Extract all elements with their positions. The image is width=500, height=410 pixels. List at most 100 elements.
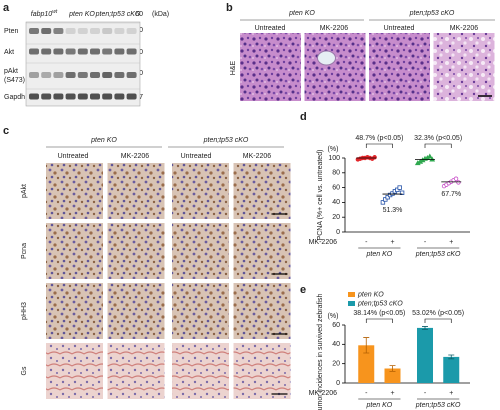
legend-swatch <box>348 292 355 297</box>
treatment-label: Untreated <box>181 153 212 160</box>
legend-swatch <box>348 301 355 306</box>
blot-band <box>126 28 137 34</box>
histology-image <box>172 343 229 399</box>
blot-column: fabp10wt <box>31 9 58 18</box>
blot-row: Gapdh <box>4 94 25 101</box>
blot-row: pAkt <box>4 68 18 75</box>
panel-label: d <box>300 111 307 123</box>
blot-band <box>29 72 39 78</box>
bar <box>417 327 433 383</box>
blot-band <box>90 93 100 100</box>
blot-band <box>126 93 137 100</box>
histology-image <box>240 33 301 101</box>
data-point <box>399 190 405 195</box>
y-tick-label: 20 <box>332 214 340 221</box>
blot-band <box>29 93 39 100</box>
histology-image <box>107 163 165 219</box>
row-label: Pcna <box>21 243 28 259</box>
histology-image <box>172 283 229 339</box>
y-tick-label: 60 <box>332 322 340 329</box>
row-label: pAkt <box>21 184 28 198</box>
panel-label: b <box>226 2 233 14</box>
data-point <box>380 200 386 205</box>
row-label: H&E <box>230 60 237 75</box>
treatment-label: MK-2206 <box>450 25 479 32</box>
y-tick-label: 0 <box>336 380 340 387</box>
histology-image <box>233 163 291 219</box>
x-tick-label: - <box>424 390 427 397</box>
treatment-label: Untreated <box>384 25 415 32</box>
blot-band <box>41 93 52 100</box>
group-label: pten;tp53 cKO <box>409 10 455 17</box>
histology-image <box>369 33 430 101</box>
data-point <box>395 187 400 193</box>
blot-band <box>102 28 113 34</box>
treatment-label: MK-2206 <box>320 25 349 32</box>
panel-label: e <box>300 284 306 296</box>
histology-image <box>107 223 165 279</box>
error-bar <box>448 354 455 360</box>
histology-image <box>304 33 366 101</box>
annotation: 48.7% (p<0.05) <box>355 135 403 142</box>
y-tick-label: 0 <box>336 229 340 236</box>
blot-row: Akt <box>4 49 14 56</box>
blot-band <box>126 72 137 78</box>
x-tick-label: + <box>449 239 453 246</box>
mean-label: 51.3% <box>383 207 403 214</box>
blot-band <box>65 93 76 100</box>
group-label: pten;tp53 cKO <box>415 251 461 258</box>
treatment-label: MK-2206 <box>243 153 272 160</box>
blot-band <box>114 28 125 34</box>
histology-image <box>433 33 495 101</box>
significance-bracket <box>365 143 393 148</box>
histology-image <box>233 283 291 339</box>
error-bar <box>389 365 396 372</box>
treatment-label: MK-2206 <box>121 153 150 160</box>
histology-image <box>107 343 165 399</box>
blot-band <box>65 72 76 78</box>
x-tick-label: + <box>390 239 394 246</box>
blot-column: pten KO <box>68 11 95 18</box>
blot-band <box>65 28 76 34</box>
blot-band <box>90 72 100 78</box>
y-axis-label: Tumor incidences in survived zebrafish <box>317 294 324 410</box>
histology-image <box>233 343 291 399</box>
blot-band <box>114 48 125 55</box>
group-label: pten KO <box>90 137 117 144</box>
data-point <box>385 195 390 200</box>
data-point <box>390 191 395 196</box>
blot-row: Pten <box>4 28 19 35</box>
y-unit: (%) <box>328 146 339 153</box>
bar <box>384 368 401 383</box>
blot-band <box>77 72 88 78</box>
blot-band <box>90 48 100 55</box>
x-axis-label: MK-2206 <box>309 390 338 397</box>
error-bar <box>363 337 370 354</box>
group-label: pten KO <box>288 10 315 17</box>
histology-image <box>46 343 103 399</box>
group-label: pten;tp53 cKO <box>415 402 461 409</box>
data-point <box>397 185 402 190</box>
y-tick-label: 20 <box>332 361 340 368</box>
blot-band <box>102 72 113 78</box>
annotation: 38.14% (p<0.05) <box>353 310 405 317</box>
data-point <box>383 197 388 202</box>
y-tick-label: 40 <box>332 341 340 348</box>
annotation: 32.3% (p<0.05) <box>414 135 462 142</box>
blot-image <box>25 21 141 107</box>
significance-bracket <box>365 318 393 323</box>
blot-band <box>53 93 64 100</box>
significance-bracket <box>424 318 452 323</box>
data-point <box>453 176 459 181</box>
blot-background <box>25 21 141 107</box>
histology-image <box>46 283 103 339</box>
data-point <box>372 155 377 160</box>
x-tick-label: - <box>365 390 368 397</box>
blot-band <box>65 48 76 55</box>
blot-band <box>90 28 100 34</box>
x-tick-label: - <box>424 239 427 246</box>
blot-band <box>114 93 125 100</box>
y-axis-label: PCNA (%+ cell vs. untreated) <box>317 150 324 241</box>
blot-band <box>77 28 88 34</box>
